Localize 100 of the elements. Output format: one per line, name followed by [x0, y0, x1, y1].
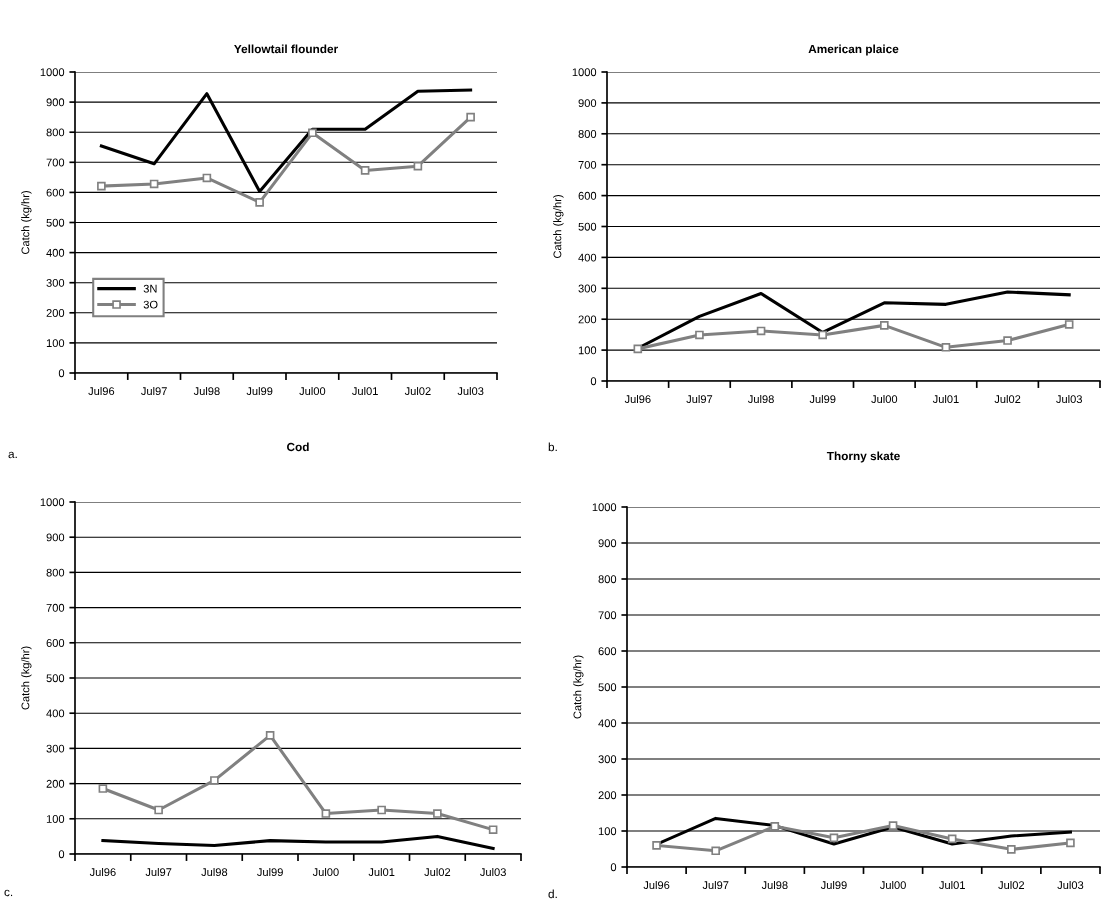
- x-tick-label: Jul00: [879, 880, 906, 890]
- y-tick-label: 900: [598, 539, 617, 548]
- text: d.: [548, 889, 557, 899]
- x-tick-label: Jul97: [145, 867, 172, 877]
- point: [488, 825, 498, 835]
- chart-title: Cod: [287, 442, 309, 452]
- y-tick-label: 0: [58, 850, 65, 859]
- x-tick-label: Jul02: [404, 386, 431, 396]
- point: [308, 128, 317, 138]
- y-tick-label: 800: [46, 568, 65, 577]
- x-tick-label: Jul99: [257, 867, 283, 877]
- x-tick-label: Jul98: [201, 867, 228, 877]
- x-tick-label: Jul96: [643, 880, 670, 890]
- y-tick-label: 700: [598, 611, 617, 620]
- point: [829, 833, 839, 843]
- y-axis-title: Catch (kg/hr): [573, 655, 584, 719]
- y-tick-label: 100: [46, 339, 65, 348]
- point: [265, 731, 275, 740]
- point: [360, 166, 370, 175]
- point: [756, 326, 766, 336]
- y-tick-label: 0: [610, 863, 617, 872]
- y-tick-label: 500: [46, 218, 65, 227]
- point: [413, 161, 423, 171]
- point: [880, 321, 889, 330]
- x-tick-label: Jul01: [368, 867, 395, 877]
- point: [1066, 838, 1075, 848]
- chart-title: American plaice: [808, 44, 899, 56]
- x-tick-label: Jul03: [480, 867, 506, 877]
- point: [466, 112, 475, 122]
- legend-label: 3O: [143, 300, 158, 309]
- y-axis-title: Catch (kg/hr): [553, 195, 564, 259]
- y-tick-label: 1000: [40, 68, 65, 77]
- x-tick-label: Jul00: [299, 386, 326, 396]
- point: [202, 173, 212, 183]
- x-tick-label: Jul97: [702, 880, 729, 890]
- y-tick-label: 300: [578, 284, 597, 293]
- y-axis-title: Catch (kg/hr): [21, 646, 32, 710]
- point: [154, 805, 163, 815]
- x-tick-label: Jul01: [932, 394, 959, 404]
- x-tick-label: Jul98: [193, 386, 220, 396]
- chart-title: Yellowtail flounder: [234, 44, 338, 54]
- point: [149, 179, 159, 189]
- point: [711, 846, 720, 856]
- y-tick-label: 400: [598, 719, 617, 728]
- point: [321, 809, 331, 818]
- text: a.: [8, 451, 17, 459]
- point: [947, 834, 957, 844]
- x-tick-label: Jul03: [1057, 880, 1084, 890]
- y-tick-label: 700: [46, 603, 65, 612]
- y-tick-label: 200: [578, 315, 597, 324]
- y-tick-label: 700: [46, 158, 65, 167]
- y-tick-label: 0: [58, 369, 65, 378]
- y-tick-label: 300: [46, 278, 65, 287]
- x-tick-label: Jul98: [761, 880, 788, 890]
- y-tick-label: 300: [46, 744, 65, 753]
- y-axis-title: Catch (kg/hr): [21, 191, 32, 255]
- x-tick-label: Jul96: [88, 386, 115, 396]
- x-tick-label: Jul02: [994, 394, 1021, 404]
- point: [652, 841, 661, 850]
- x-tick-label: Jul97: [686, 394, 713, 404]
- y-tick-label: 600: [46, 188, 65, 197]
- line-series: [101, 834, 495, 850]
- point: [255, 198, 264, 207]
- y-tick-label: 300: [598, 755, 617, 764]
- y-tick-label: 1000: [40, 498, 65, 507]
- x-tick-label: Jul98: [747, 394, 774, 404]
- y-tick-label: 900: [46, 533, 65, 542]
- point: [377, 805, 386, 815]
- x-tick-label: Jul99: [820, 880, 847, 890]
- point: [633, 344, 643, 354]
- y-tick-label: 0: [590, 377, 597, 386]
- point: [433, 809, 442, 818]
- x-tick-label: Jul03: [1056, 394, 1082, 404]
- y-tick-label: 600: [598, 647, 617, 656]
- y-tick-label: 900: [578, 99, 597, 108]
- point: [1064, 320, 1074, 329]
- y-tick-label: 400: [46, 709, 65, 718]
- x-tick-label: Jul97: [141, 386, 167, 396]
- point: [210, 776, 219, 785]
- y-tick-label: 200: [46, 779, 65, 788]
- y-tick-label: 200: [598, 791, 617, 800]
- x-tick-label: Jul01: [939, 880, 965, 890]
- legend-label: 3N: [143, 284, 157, 293]
- text: c.: [4, 889, 13, 897]
- x-tick-label: Jul03: [457, 386, 484, 396]
- point: [770, 822, 780, 831]
- y-tick-label: 400: [578, 253, 597, 262]
- x-tick-label: Jul96: [89, 867, 116, 877]
- point: [98, 784, 108, 793]
- y-tick-label: 800: [46, 128, 65, 137]
- point: [1007, 845, 1016, 854]
- y-tick-label: 500: [46, 674, 65, 683]
- point: [941, 343, 951, 352]
- y-tick-label: 500: [598, 683, 617, 692]
- y-tick-label: 900: [46, 98, 65, 107]
- y-tick-label: 100: [598, 827, 617, 836]
- x-tick-label: Jul02: [998, 880, 1025, 890]
- x-tick-label: Jul02: [424, 867, 451, 877]
- x-tick-label: Jul00: [871, 394, 898, 404]
- point: [818, 330, 827, 340]
